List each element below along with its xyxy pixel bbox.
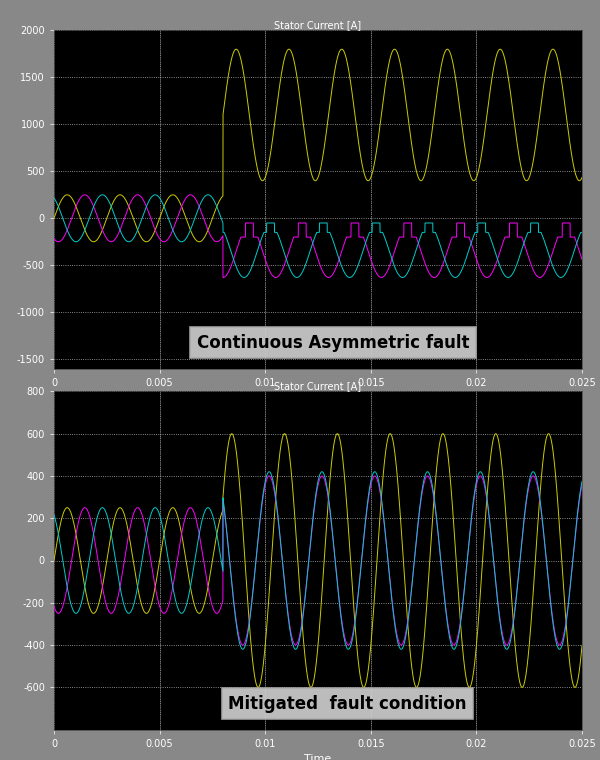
Text: Mitigated  fault condition: Mitigated fault condition <box>228 695 467 713</box>
Title: Stator Current [A]: Stator Current [A] <box>274 381 362 391</box>
X-axis label: Time: Time <box>304 754 332 760</box>
Text: Continuous Asymmetric fault: Continuous Asymmetric fault <box>197 334 469 352</box>
Title: Stator Current [A]: Stator Current [A] <box>274 20 362 30</box>
